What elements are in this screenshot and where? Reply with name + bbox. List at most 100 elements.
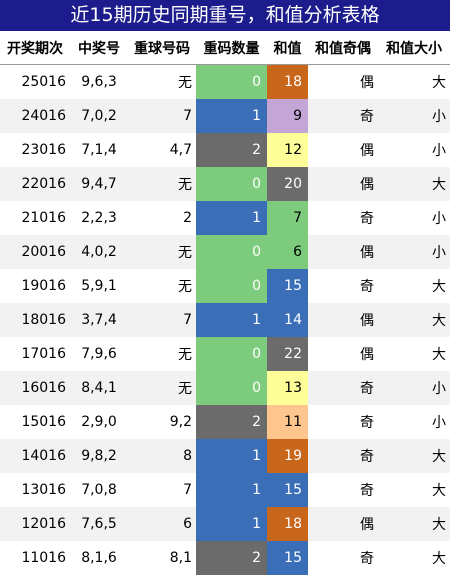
issue-cell: 17016 bbox=[21, 346, 66, 362]
table-row: 17016 7,9,6 无 0 22 偶 大 bbox=[0, 337, 450, 371]
size-cell: 大 bbox=[378, 439, 450, 473]
repeat-cell: 无 bbox=[178, 75, 192, 91]
issue-cell: 11016 bbox=[21, 550, 66, 566]
size-cell: 大 bbox=[378, 303, 450, 337]
numbers-cell: 2,2,3 bbox=[81, 210, 117, 226]
size-cell: 大 bbox=[432, 483, 446, 499]
table-title: 近15期历史同期重号，和值分析表格 bbox=[0, 0, 450, 31]
repeat-cell: 9,2 bbox=[169, 414, 192, 430]
sum-cell: 12 bbox=[267, 133, 308, 167]
count-cell: 1 bbox=[196, 303, 267, 337]
numbers-cell: 7,0,8 bbox=[81, 482, 117, 498]
parity-cell: 偶 bbox=[360, 75, 374, 91]
numbers-cell: 9,6,3 bbox=[81, 74, 117, 90]
size-cell: 大 bbox=[378, 167, 450, 201]
sum-cell: 11 bbox=[267, 405, 308, 439]
size-cell: 大 bbox=[432, 279, 446, 295]
sum-cell: 18 bbox=[267, 507, 308, 541]
sum-cell: 9 bbox=[267, 99, 308, 133]
parity-cell: 奇 bbox=[308, 99, 378, 133]
parity-cell: 偶 bbox=[360, 143, 374, 159]
numbers-cell: 7,9,6 bbox=[81, 346, 117, 362]
sum-cell: 13 bbox=[267, 371, 308, 405]
count-cell: 1 bbox=[196, 473, 267, 507]
count-cell: 2 bbox=[196, 133, 267, 167]
sum-cell: 15 bbox=[267, 473, 308, 507]
table-row: 23016 7,1,4 4,7 2 12 偶 小 bbox=[0, 133, 450, 167]
repeat-cell: 4,7 bbox=[169, 142, 192, 158]
table-row: 25016 9,6,3 无 0 18 偶 大 bbox=[0, 64, 450, 99]
sum-cell: 14 bbox=[267, 303, 308, 337]
repeat-cell: 无 bbox=[128, 235, 196, 269]
issue-cell: 21016 bbox=[21, 210, 66, 226]
parity-cell: 奇 bbox=[308, 371, 378, 405]
count-cell: 0 bbox=[196, 371, 267, 405]
count-cell: 1 bbox=[196, 201, 267, 235]
repeat-cell: 无 bbox=[128, 371, 196, 405]
issue-cell: 15016 bbox=[21, 414, 66, 430]
header-row: 开奖期次 中奖号 重球号码 重码数量 和值 和值奇偶 和值大小 bbox=[0, 31, 450, 65]
repeat-cell: 2 bbox=[183, 210, 192, 226]
issue-cell: 13016 bbox=[21, 482, 66, 498]
repeat-cell: 6 bbox=[128, 507, 196, 541]
issue-cell: 25016 bbox=[21, 74, 66, 90]
sum-cell: 22 bbox=[267, 337, 308, 371]
sum-cell: 18 bbox=[267, 64, 308, 99]
size-cell: 大 bbox=[378, 507, 450, 541]
issue-cell: 23016 bbox=[21, 142, 66, 158]
count-cell: 1 bbox=[196, 507, 267, 541]
numbers-cell: 9,4,7 bbox=[70, 167, 128, 201]
sum-cell: 7 bbox=[267, 201, 308, 235]
issue-cell: 19016 bbox=[21, 278, 66, 294]
table-row: 11016 8,1,6 8,1 2 15 奇 大 bbox=[0, 541, 450, 575]
parity-cell: 偶 bbox=[360, 347, 374, 363]
numbers-cell: 2,9,0 bbox=[81, 414, 117, 430]
parity-cell: 偶 bbox=[308, 167, 378, 201]
table-row: 19016 5,9,1 无 0 15 奇 大 bbox=[0, 269, 450, 303]
header-numbers: 中奖号 bbox=[70, 31, 128, 65]
size-cell: 小 bbox=[432, 211, 446, 227]
repeat-cell: 7 bbox=[128, 303, 196, 337]
sum-cell: 15 bbox=[267, 541, 308, 575]
issue-cell: 18016 bbox=[0, 303, 70, 337]
table-row: 15016 2,9,0 9,2 2 11 奇 小 bbox=[0, 405, 450, 439]
table-row: 16016 8,4,1 无 0 13 奇小 bbox=[0, 371, 450, 405]
header-size: 和值大小 bbox=[378, 31, 450, 65]
count-cell: 0 bbox=[196, 167, 267, 201]
size-cell: 小 bbox=[378, 99, 450, 133]
size-cell: 大 bbox=[432, 551, 446, 567]
size-cell: 小 bbox=[378, 235, 450, 269]
size-cell: 大 bbox=[432, 75, 446, 91]
issue-cell: 20016 bbox=[0, 235, 70, 269]
size-cell: 小 bbox=[432, 143, 446, 159]
table-row: 24016 7,0,2 7 1 9 奇小 bbox=[0, 99, 450, 133]
repeat-cell: 无 bbox=[178, 347, 192, 363]
parity-cell: 偶 bbox=[308, 303, 378, 337]
numbers-cell: 9,8,2 bbox=[70, 439, 128, 473]
parity-cell: 奇 bbox=[308, 439, 378, 473]
parity-cell: 偶 bbox=[308, 235, 378, 269]
header-count: 重码数量 bbox=[196, 31, 267, 65]
count-cell: 1 bbox=[196, 439, 267, 473]
numbers-cell: 7,0,2 bbox=[70, 99, 128, 133]
issue-cell: 12016 bbox=[0, 507, 70, 541]
header-sum: 和值 bbox=[267, 31, 308, 65]
size-cell: 小 bbox=[378, 371, 450, 405]
parity-cell: 奇 bbox=[360, 483, 374, 499]
count-cell: 0 bbox=[196, 269, 267, 303]
issue-cell: 16016 bbox=[0, 371, 70, 405]
count-cell: 0 bbox=[196, 64, 267, 99]
parity-cell: 奇 bbox=[360, 279, 374, 295]
numbers-cell: 8,4,1 bbox=[70, 371, 128, 405]
issue-cell: 22016 bbox=[0, 167, 70, 201]
repeat-cell: 7 bbox=[183, 482, 192, 498]
parity-cell: 偶 bbox=[308, 507, 378, 541]
sum-cell: 20 bbox=[267, 167, 308, 201]
parity-cell: 奇 bbox=[360, 551, 374, 567]
size-cell: 大 bbox=[432, 347, 446, 363]
sum-cell: 6 bbox=[267, 235, 308, 269]
count-cell: 1 bbox=[196, 99, 267, 133]
numbers-cell: 5,9,1 bbox=[81, 278, 117, 294]
table-row: 22016 9,4,7 无 0 20 偶大 bbox=[0, 167, 450, 201]
repeat-cell: 7 bbox=[128, 99, 196, 133]
